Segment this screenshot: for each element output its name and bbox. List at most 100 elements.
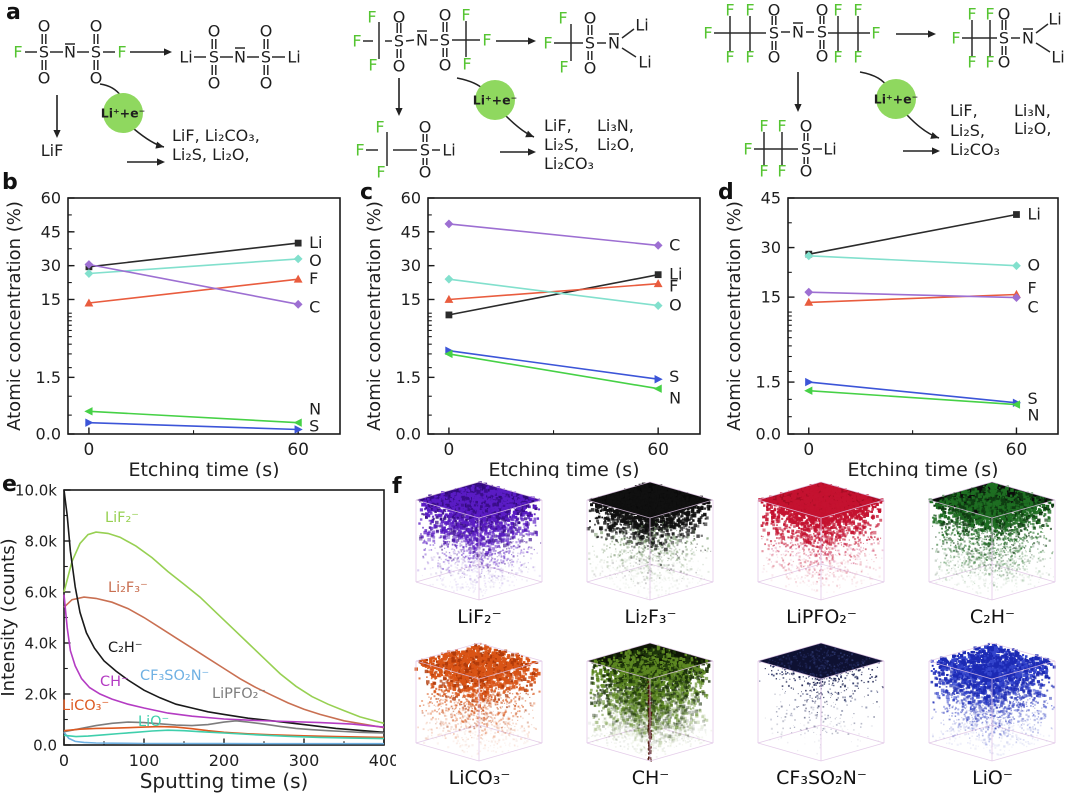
- cube-label: Li₂F₃⁻: [624, 606, 677, 628]
- svg-text:0.0: 0.0: [396, 425, 421, 444]
- svg-text:N: N: [669, 389, 681, 408]
- svg-text:1.5: 1.5: [756, 373, 781, 392]
- series-LiF₂⁻: LiF₂⁻: [63, 510, 385, 725]
- svg-text:O: O: [260, 74, 273, 93]
- svg-text:F: F: [725, 48, 734, 67]
- svg-text:S: S: [440, 31, 450, 50]
- svg-text:F: F: [853, 1, 862, 20]
- panel-label-b: b: [2, 170, 18, 195]
- svg-text:O: O: [419, 163, 432, 182]
- svg-text:300: 300: [289, 751, 320, 770]
- svg-text:60: 60: [1006, 440, 1028, 460]
- svg-text:LiPFO₂⁻: LiPFO₂⁻: [212, 686, 266, 702]
- series-Li: Li: [85, 233, 323, 271]
- svg-text:O: O: [419, 118, 432, 137]
- svg-text:N: N: [608, 34, 620, 53]
- chart-c-atomic-concentration: 0.0 1.5 15 30 45 60 0 60 Etching time (s) Atomic …: [364, 189, 701, 478]
- svg-text:60: 60: [41, 189, 61, 208]
- li-e-circle: Li⁺+e⁻: [101, 93, 145, 133]
- svg-text:S: S: [817, 23, 827, 42]
- svg-text:O: O: [260, 22, 273, 41]
- series-N: N: [84, 400, 321, 427]
- cube-label: CF₃SO₂N⁻: [776, 767, 867, 789]
- svg-text:F: F: [558, 9, 567, 28]
- ion-map-ch: [575, 636, 725, 768]
- svg-text:Atomic concentration (%): Atomic concentration (%): [364, 201, 385, 431]
- cube-cell: LiPFO₂⁻: [736, 472, 907, 632]
- svg-text:O: O: [38, 17, 51, 36]
- svg-text:LiO⁻: LiO⁻: [138, 714, 169, 730]
- svg-text:S: S: [801, 140, 811, 159]
- svg-text:O: O: [208, 22, 221, 41]
- cube-cell: Li₂F₃⁻: [565, 472, 736, 632]
- svg-text:N: N: [64, 43, 76, 62]
- svg-text:N: N: [792, 23, 804, 42]
- svg-text:F: F: [777, 162, 786, 181]
- svg-text:F: F: [951, 29, 960, 48]
- series-Li₂F₃⁻: Li₂F₃⁻: [63, 580, 385, 729]
- svg-text:Li₂F₃⁻: Li₂F₃⁻: [108, 580, 148, 596]
- svg-text:0.0: 0.0: [33, 737, 57, 755]
- svg-text:2.0k: 2.0k: [24, 686, 57, 704]
- series-C: C: [84, 260, 320, 316]
- svg-text:F: F: [669, 277, 678, 296]
- arrows: [53, 48, 172, 166]
- li-e-circle: Li⁺+e⁻: [874, 79, 918, 119]
- series-F: F: [444, 277, 678, 303]
- svg-text:F: F: [559, 58, 568, 77]
- svg-text:O: O: [1027, 256, 1040, 275]
- svg-text:Li⁺+e⁻: Li⁺+e⁻: [101, 106, 145, 121]
- arrows: [794, 30, 940, 155]
- cube-label: LiO⁻: [972, 767, 1013, 789]
- svg-text:S: S: [420, 141, 430, 160]
- svg-text:O: O: [816, 47, 829, 66]
- panel-label-d: d: [718, 180, 734, 205]
- svg-text:F: F: [1027, 278, 1036, 297]
- svg-text:C: C: [309, 297, 320, 316]
- svg-text:F: F: [853, 48, 862, 67]
- svg-text:Li: Li: [1051, 48, 1064, 67]
- panel-label-e: e: [2, 472, 17, 497]
- svg-text:O: O: [208, 74, 221, 93]
- series-C₂H⁻: C₂H⁻: [63, 489, 385, 734]
- svg-text:F: F: [462, 55, 471, 74]
- svg-text:CF₃SO₂N⁻: CF₃SO₂N⁻: [140, 668, 209, 684]
- svg-text:Li⁺+e⁻: Li⁺+e⁻: [473, 93, 517, 108]
- svg-text:30: 30: [41, 256, 61, 275]
- svg-text:F: F: [745, 1, 754, 20]
- svg-text:F: F: [777, 117, 786, 136]
- series-LiO⁻: LiO⁻: [63, 714, 385, 740]
- cube-label: LiPFO₂⁻: [786, 606, 857, 628]
- svg-text:0.0: 0.0: [756, 425, 781, 444]
- svg-text:O: O: [584, 59, 597, 78]
- svg-text:Li₃N,: Li₃N,: [1014, 101, 1051, 120]
- svg-text:LiF,: LiF,: [950, 101, 978, 120]
- svg-text:S: S: [209, 48, 219, 67]
- chart-b-atomic-concentration: 0.0 1.5 15 30 45 60 0 60 Etching time (s) Atomic …: [4, 189, 341, 478]
- svg-text:O: O: [309, 251, 322, 270]
- product-texts: LiF, Li₃N, Li₂S, Li₂O, Li₂CO₃: [950, 101, 1051, 159]
- series-S: S: [85, 416, 319, 435]
- series-LiPFO₂⁻: LiPFO₂⁻: [63, 686, 385, 734]
- svg-text:1.5: 1.5: [36, 368, 61, 387]
- panel-f-3d-ion-maps: LiF₂⁻ Li₂F₃⁻ LiPFO₂⁻ C₂H⁻ LiCO₃⁻ CH⁻ CF₃…: [394, 472, 1080, 793]
- svg-text:Li₂CO₃: Li₂CO₃: [544, 154, 594, 173]
- svg-text:S: S: [261, 48, 271, 67]
- ion-map-c2h: [917, 475, 1067, 607]
- cube-cell: LiCO₃⁻: [394, 633, 565, 793]
- ion-map-lico3: [404, 636, 554, 768]
- svg-text:LiCO₃⁻: LiCO₃⁻: [62, 698, 109, 714]
- svg-text:F: F: [482, 31, 491, 50]
- svg-text:F: F: [985, 5, 994, 24]
- series-LiCO₃⁻: LiCO₃⁻: [62, 698, 385, 739]
- cube-cell: CF₃SO₂N⁻: [736, 633, 907, 793]
- series-S: S: [445, 346, 679, 386]
- cube-label: LiCO₃⁻: [448, 767, 511, 789]
- svg-text:N: N: [234, 48, 246, 67]
- svg-text:O: O: [800, 117, 813, 136]
- svg-text:C: C: [1027, 298, 1038, 317]
- svg-text:F: F: [355, 141, 364, 160]
- ion-map-lio: [917, 636, 1067, 768]
- svg-text:O: O: [439, 56, 452, 75]
